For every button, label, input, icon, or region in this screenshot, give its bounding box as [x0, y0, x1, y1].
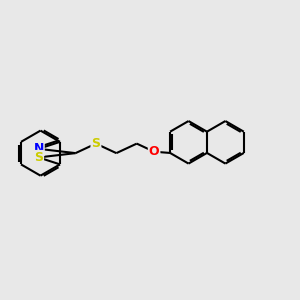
Text: N: N: [33, 142, 44, 155]
Text: O: O: [149, 145, 159, 158]
Text: S: S: [34, 151, 43, 164]
Text: S: S: [92, 137, 100, 150]
